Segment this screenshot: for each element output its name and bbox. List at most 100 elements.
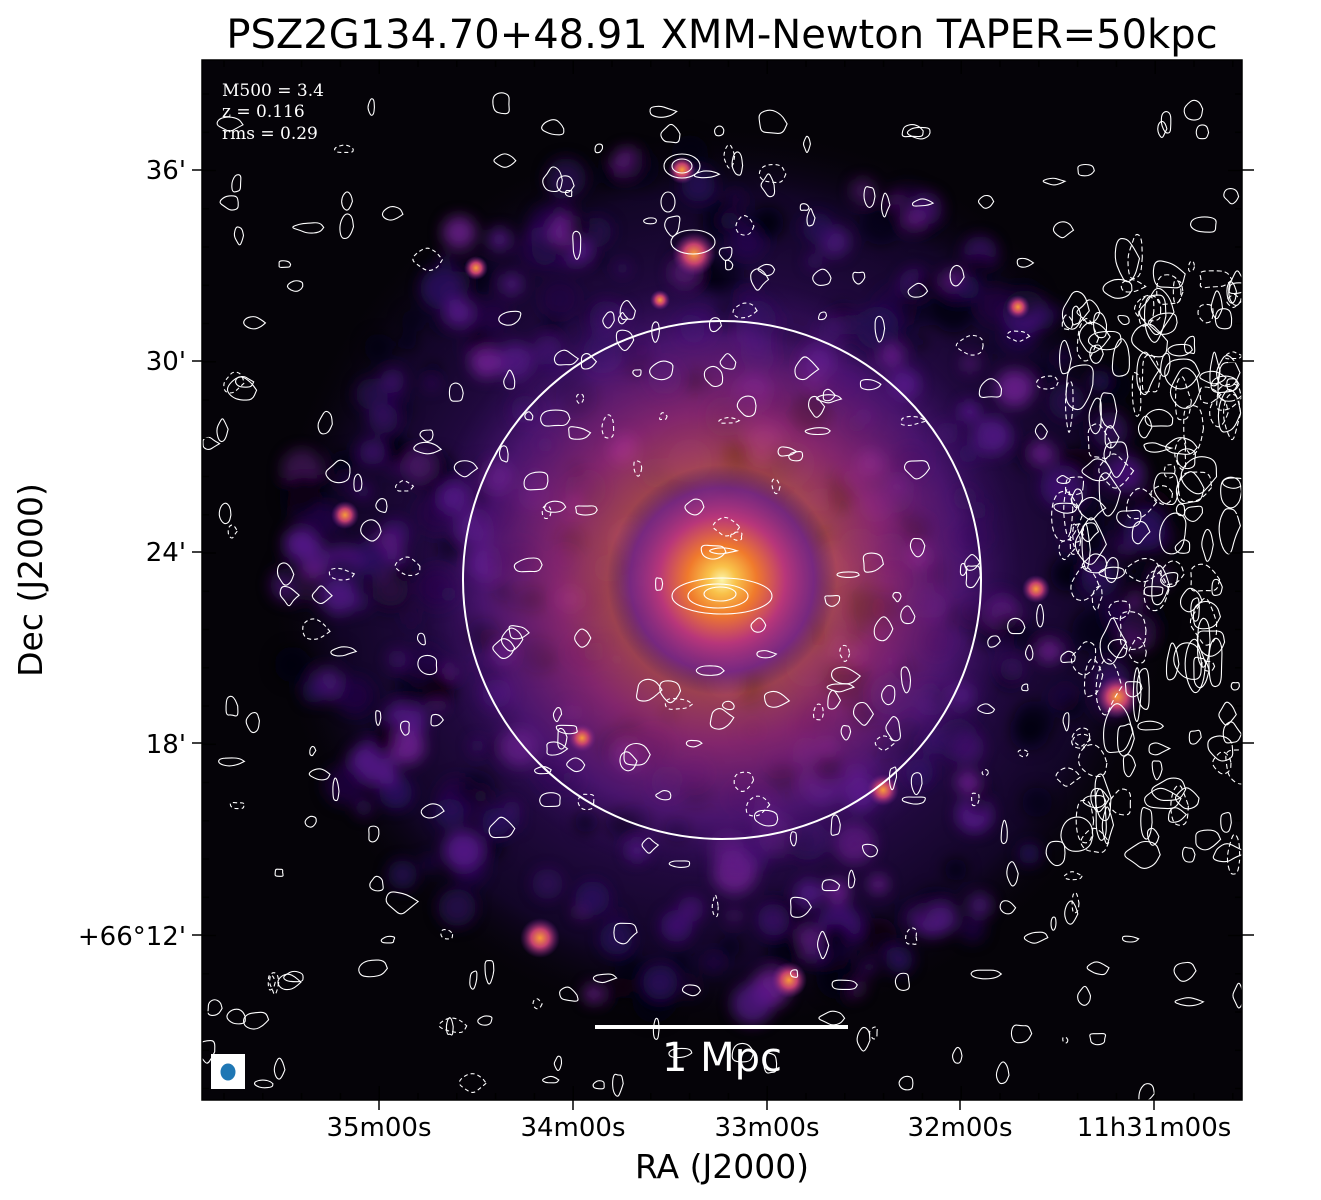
radio-contour	[910, 772, 923, 796]
radio-contour	[308, 768, 331, 781]
radio-contour	[1193, 656, 1210, 689]
radio-contour	[900, 666, 912, 694]
radio-contour	[1222, 477, 1242, 489]
emission-blob	[727, 909, 741, 923]
radio-contour	[226, 1008, 246, 1025]
emission-blob	[969, 799, 986, 816]
radio-contour	[1062, 712, 1070, 732]
radio-contour	[745, 795, 771, 817]
radio-contour	[440, 929, 454, 940]
radio-contour	[580, 352, 598, 370]
emission-blob	[767, 932, 807, 971]
emission-blob	[816, 955, 860, 1000]
radio-contour	[564, 189, 573, 198]
radio-contour	[1131, 372, 1142, 417]
radio-contour	[905, 927, 918, 945]
radio-contour	[709, 707, 735, 730]
radio-contour	[663, 153, 701, 179]
emission-blob	[487, 227, 511, 251]
radio-contour	[907, 282, 929, 298]
radio-contour	[226, 376, 258, 401]
radio-contour	[601, 414, 615, 439]
emission-blob	[1054, 348, 1073, 367]
radio-contour	[1151, 564, 1171, 606]
radio-contour	[763, 690, 791, 708]
radio-contour	[1180, 456, 1218, 495]
radio-contour	[880, 192, 891, 218]
emission-blob	[528, 226, 541, 239]
radio-contour	[1218, 508, 1241, 555]
radio-contour	[1077, 985, 1092, 1006]
emission-blob	[458, 770, 496, 808]
radio-contour	[277, 973, 302, 991]
emission-blob	[961, 355, 979, 373]
y-tick-label: 24'	[146, 538, 186, 568]
emission-blob	[967, 892, 993, 918]
radio-contour	[1050, 916, 1057, 931]
radio-contour	[317, 410, 333, 435]
emission-blob	[806, 253, 823, 270]
radio-contour	[1199, 370, 1227, 385]
radio-contour	[273, 1057, 286, 1080]
radio-contour	[1076, 317, 1100, 362]
emission-blob	[388, 548, 404, 565]
emission-blob	[1072, 608, 1116, 653]
radio-contour	[760, 173, 776, 198]
radio-contour	[1160, 111, 1172, 134]
radio-contour	[1104, 557, 1119, 584]
radio-contour	[1174, 376, 1192, 421]
emission-blob	[355, 799, 373, 817]
radio-contour	[1051, 490, 1083, 542]
emission-blob	[944, 858, 967, 881]
radio-contour	[1111, 338, 1130, 377]
radio-contour	[862, 552, 885, 573]
radio-contour	[750, 617, 767, 633]
radio-contour	[1137, 720, 1165, 731]
radio-contour	[714, 125, 725, 137]
emission-blob	[1106, 533, 1123, 550]
radio-contour	[269, 972, 280, 995]
emission-blob	[598, 164, 621, 186]
radio-contour	[417, 654, 438, 676]
radio-contour	[900, 605, 916, 625]
radio-contour	[532, 998, 543, 1010]
radio-contour	[670, 229, 716, 255]
radio-contour	[369, 875, 384, 892]
radio-contour	[1188, 729, 1202, 745]
radio-contour	[1174, 539, 1191, 554]
emission-blob	[859, 201, 903, 246]
radio-contour	[1124, 681, 1143, 698]
radio-contour	[1201, 660, 1216, 672]
radio-contour	[576, 393, 585, 405]
radio-contour	[1201, 528, 1214, 562]
radio-contour	[1076, 299, 1101, 325]
radio-contour	[1065, 364, 1094, 411]
radio-contour	[1174, 787, 1200, 810]
radio-contour	[911, 198, 935, 207]
emission-blob	[500, 273, 523, 296]
emission-blob	[1060, 695, 1085, 720]
emission-blob	[593, 253, 606, 266]
emission-blob	[1032, 359, 1054, 381]
radio-contour	[873, 616, 894, 642]
radio-contour	[216, 116, 244, 132]
radio-contour	[636, 678, 663, 702]
emission-blob	[720, 211, 739, 231]
radio-contour	[816, 394, 843, 404]
emission-blob	[355, 483, 371, 499]
radio-contour	[469, 970, 478, 990]
radio-contour	[709, 547, 740, 555]
radio-contour	[1095, 788, 1107, 841]
radio-contour	[1064, 380, 1074, 433]
radio-contour	[1151, 777, 1187, 802]
radio-contour	[1144, 787, 1182, 810]
radio-contour	[412, 247, 444, 271]
mass-label: M500 = 3.4	[222, 81, 324, 101]
radio-contour	[1095, 658, 1123, 716]
radio-contour	[753, 809, 779, 827]
radio-contour	[651, 321, 660, 343]
radio-contour	[659, 680, 682, 704]
radio-contour	[822, 388, 836, 402]
emission-blob	[703, 953, 724, 973]
